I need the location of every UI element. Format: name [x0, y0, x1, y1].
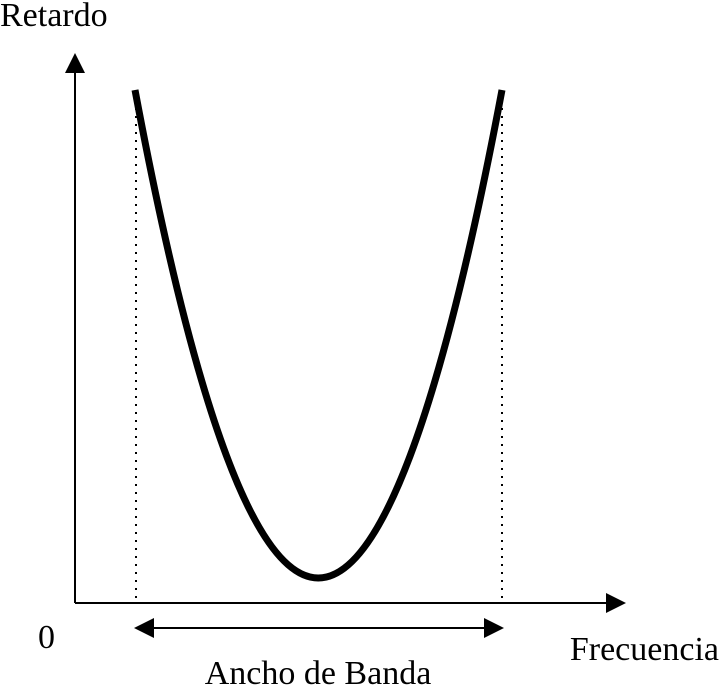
x-axis-label: Frecuencia — [570, 631, 719, 668]
origin-label: 0 — [38, 619, 55, 656]
y-axis-label: Retardo — [0, 0, 108, 34]
delay-curve — [131, 89, 506, 582]
bandwidth-label: Ancho de Banda — [205, 655, 432, 689]
